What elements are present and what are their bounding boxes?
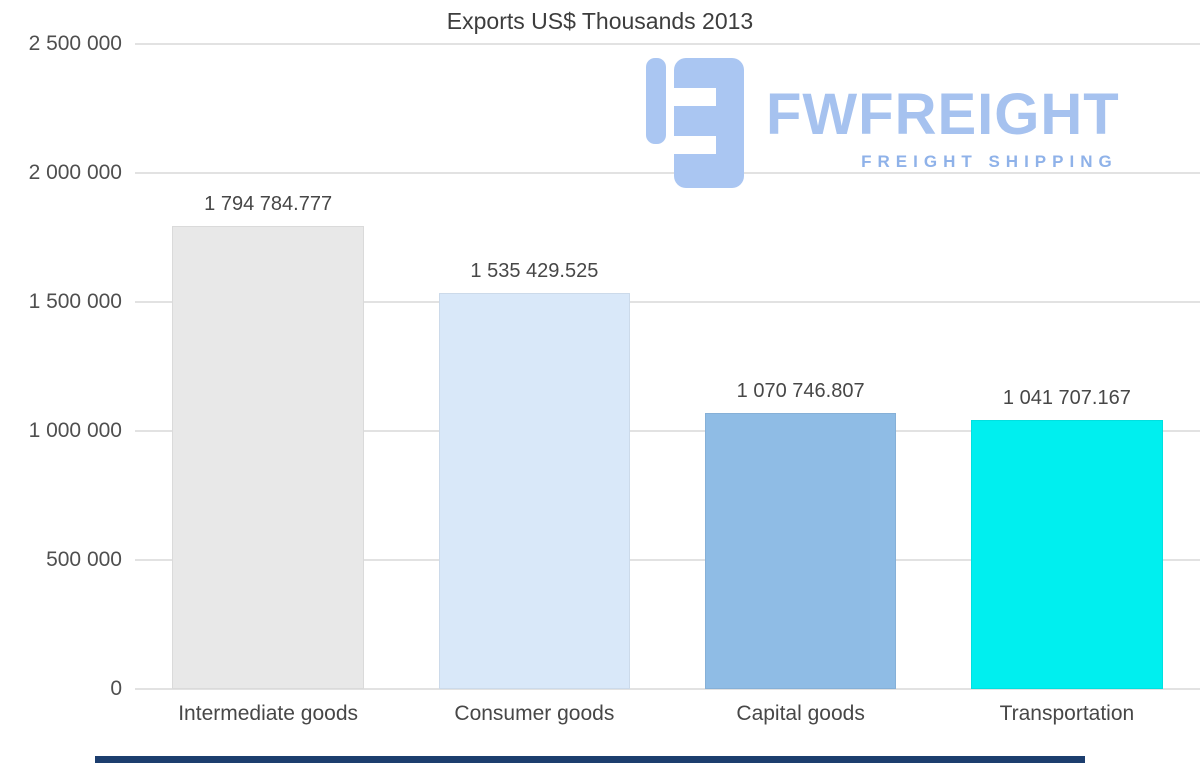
bars: 1 794 784.777 1 535 429.525 1 070 746.807 1… <box>135 44 1200 689</box>
y-axis: 2 500 000 2 000 000 1 500 000 1 000 000 500 … <box>0 32 128 700</box>
gridlines <box>135 43 1200 690</box>
category-labels: Intermediate goods Consumer goods Capital … <box>135 702 1200 736</box>
bar-consumer-goods <box>438 292 631 689</box>
y-tick-label: 0 <box>110 677 122 700</box>
x-category-label: Capital goods <box>736 702 865 725</box>
bar-slot: 1 535 429.525 <box>401 44 667 689</box>
gridline <box>135 172 1200 174</box>
y-tick-label: 2 500 000 <box>28 32 122 55</box>
y-tick-label: 500 000 <box>46 548 122 571</box>
gridline <box>135 43 1200 45</box>
bar-value-label: 1 794 784.777 <box>204 192 333 215</box>
bar-value-label: 1 535 429.525 <box>470 259 599 282</box>
y-tick-label: 1 500 000 <box>28 290 122 313</box>
bar-intermediate-goods <box>172 225 364 689</box>
gridline <box>135 559 1200 561</box>
plot-area: 1 794 784.777 1 535 429.525 1 070 746.807 1… <box>135 43 1200 690</box>
gridline <box>135 301 1200 303</box>
gridline <box>135 430 1200 432</box>
bottom-bar <box>95 756 1085 763</box>
bar-value-label: 1 070 746.807 <box>736 379 865 402</box>
y-tick-label: 1 000 000 <box>28 419 122 442</box>
gridline <box>135 688 1200 690</box>
y-tick-label: 2 000 000 <box>28 161 122 184</box>
x-category-label: Transportation <box>999 702 1135 725</box>
x-category-label: Intermediate goods <box>178 702 359 725</box>
bar-transportation <box>971 420 1163 689</box>
bar-value-label: 1 041 707.167 <box>1002 387 1131 410</box>
bar-slot: 1 070 746.807 <box>668 44 934 689</box>
chart-title: Exports US$ Thousands 2013 <box>446 8 754 34</box>
bar-slot: 1 794 784.777 <box>135 44 401 689</box>
x-category-label: Consumer goods <box>454 702 615 725</box>
bar-slot: 1 041 707.167 <box>934 44 1200 689</box>
bar-capital-goods <box>704 412 897 689</box>
